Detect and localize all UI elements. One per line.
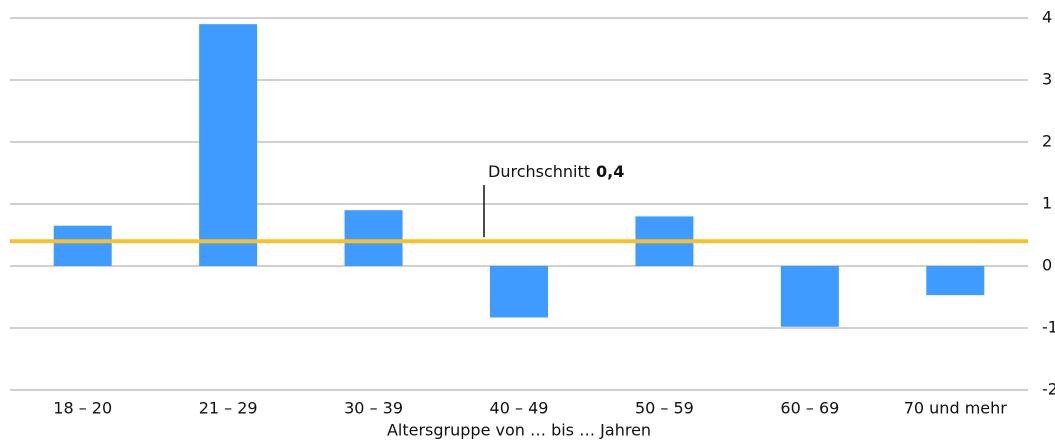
x-tick-label: 40 – 49 <box>490 399 549 418</box>
bar <box>490 266 548 318</box>
average-label: 0,4 <box>596 162 624 181</box>
bar <box>780 266 839 327</box>
y-tick-label: 4 <box>1042 8 1052 27</box>
x-tick-label: 70 und mehr <box>904 399 1008 418</box>
x-tick-label: 60 – 69 <box>780 399 839 418</box>
x-tick-label: 18 – 20 <box>53 399 112 418</box>
x-tick-label: 21 – 29 <box>199 399 258 418</box>
y-tick-label: 1 <box>1042 194 1052 213</box>
x-tick-label: 30 – 39 <box>344 399 403 418</box>
bar <box>53 225 112 266</box>
y-tick-label: -1 <box>1042 318 1055 337</box>
y-tick-label: 0 <box>1042 256 1052 275</box>
y-tick-label: -2 <box>1042 380 1055 399</box>
average-text: Durchschnitt <box>488 162 590 181</box>
x-axis-label: Altersgruppe von … bis … Jahren <box>387 421 651 440</box>
bar <box>199 24 258 267</box>
bar <box>926 266 985 296</box>
y-tick-label: 2 <box>1042 132 1052 151</box>
y-tick-label: 3 <box>1042 70 1052 89</box>
bar <box>344 210 403 266</box>
average-annotation: Durchschnitt 0,4 <box>488 162 624 181</box>
x-tick-label: 50 – 59 <box>635 399 694 418</box>
